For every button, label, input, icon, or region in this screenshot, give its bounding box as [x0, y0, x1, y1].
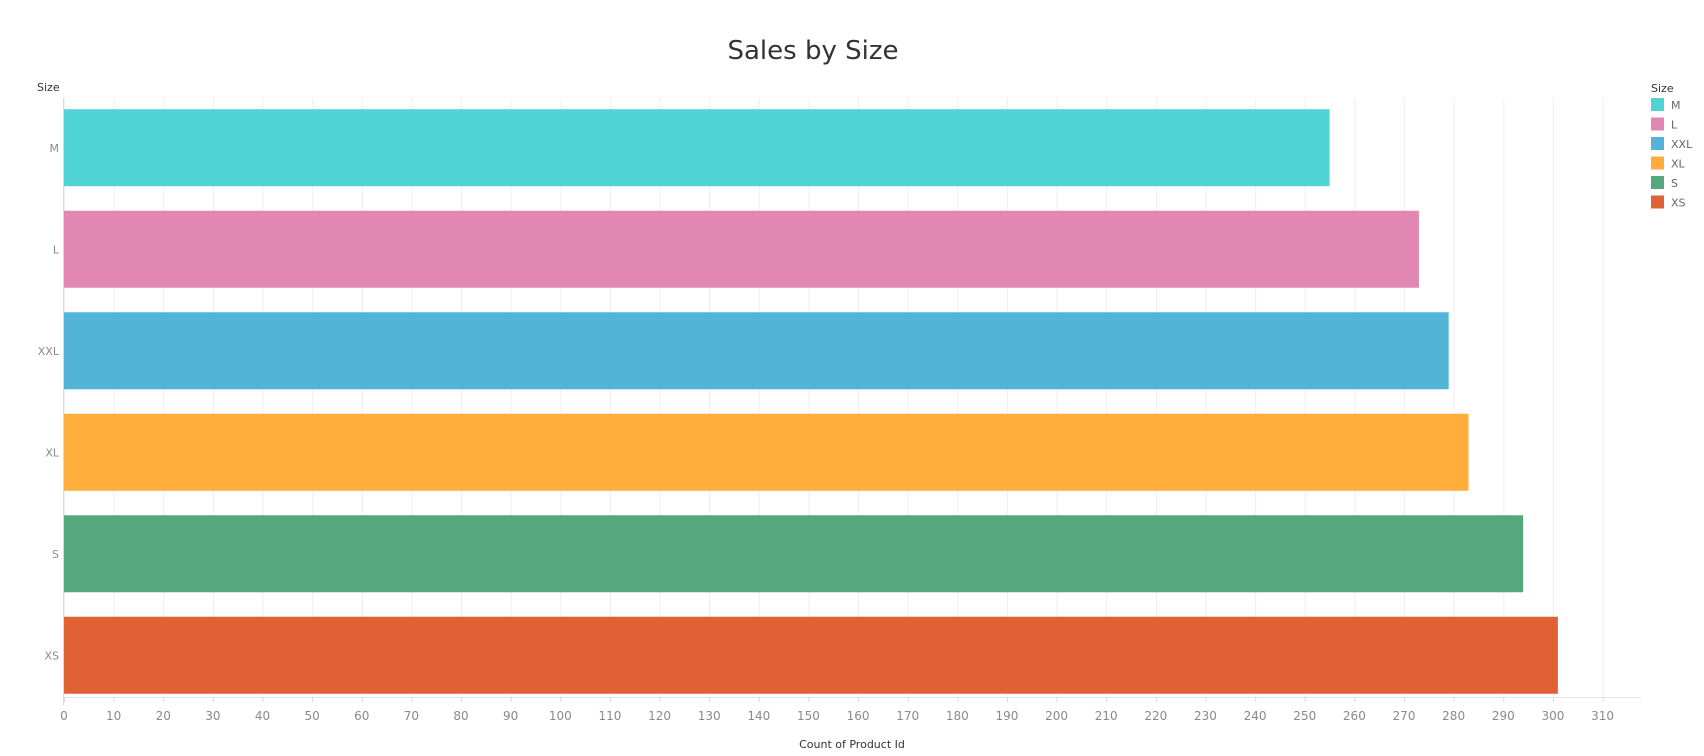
- legend-label-xxl: XXL: [1671, 138, 1693, 151]
- legend-swatch-l: [1651, 118, 1664, 131]
- legend-label-xs: XS: [1671, 197, 1686, 210]
- bar-s[interactable]: [64, 515, 1523, 592]
- x-tick-label: 150: [797, 709, 820, 723]
- x-tick-label: 60: [354, 709, 369, 723]
- legend-label-s: S: [1671, 177, 1678, 190]
- x-tick-label: 90: [503, 709, 518, 723]
- x-tick-label: 0: [60, 709, 68, 723]
- x-tick-label: 190: [996, 709, 1019, 723]
- x-tick-label: 10: [106, 709, 121, 723]
- x-tick-label: 250: [1293, 709, 1316, 723]
- y-axis-title: Size: [37, 81, 60, 94]
- x-tick-label: 230: [1194, 709, 1217, 723]
- x-tick-label: 310: [1591, 709, 1614, 723]
- x-tick-label: 20: [156, 709, 171, 723]
- x-tick-label: 130: [698, 709, 721, 723]
- chart-title: Sales by Size: [728, 36, 899, 66]
- legend-swatch-xs: [1651, 196, 1664, 209]
- x-tick-label: 200: [1045, 709, 1068, 723]
- category-label-xs: XS: [44, 649, 59, 662]
- x-tick-label: 180: [946, 709, 969, 723]
- x-tick-label: 40: [255, 709, 270, 723]
- x-tick-label: 120: [648, 709, 671, 723]
- x-tick-label: 70: [404, 709, 419, 723]
- x-tick-label: 240: [1244, 709, 1267, 723]
- category-label-l: L: [53, 243, 60, 256]
- x-tick-label: 220: [1144, 709, 1167, 723]
- x-tick-label: 290: [1492, 709, 1515, 723]
- x-tick-label: 170: [896, 709, 919, 723]
- x-tick-label: 160: [847, 709, 870, 723]
- x-tick-label: 100: [549, 709, 572, 723]
- category-labels: M L XXL XL S XS: [38, 142, 60, 663]
- category-label-s: S: [52, 548, 59, 561]
- bar-xl[interactable]: [64, 414, 1469, 491]
- x-tick-label: 110: [598, 709, 621, 723]
- bar-l[interactable]: [64, 211, 1419, 288]
- legend-items: ML XXL XL S XS: [1651, 98, 1693, 210]
- category-label-m: M: [50, 142, 60, 155]
- legend-swatch-xxl: [1651, 137, 1664, 150]
- category-label-xxl: XXL: [38, 345, 60, 358]
- bar-m[interactable]: [64, 109, 1330, 186]
- legend-swatch-m: [1651, 98, 1664, 111]
- bars: [64, 109, 1558, 694]
- x-tick-label: 300: [1541, 709, 1564, 723]
- x-tick-label: 140: [747, 709, 770, 723]
- legend[interactable]: Size ML XXL XL S XS: [1651, 82, 1693, 210]
- x-tick-label: 260: [1343, 709, 1366, 723]
- category-label-xl: XL: [45, 446, 60, 459]
- legend-label-l: L: [1671, 119, 1678, 132]
- legend-title: Size: [1651, 82, 1674, 95]
- legend-swatch-xl: [1651, 157, 1664, 170]
- x-tick-label: 270: [1393, 709, 1416, 723]
- x-tick-label: 80: [453, 709, 468, 723]
- legend-swatch-s: [1651, 176, 1664, 189]
- x-tick-labels: 0 10 20 30 40 50 60 70 80 90 100 110 120 130 140 150 160…: [60, 697, 1614, 723]
- legend-label-m: M: [1671, 99, 1681, 112]
- x-tick-label: 30: [205, 709, 220, 723]
- bar-xs[interactable]: [64, 617, 1558, 694]
- x-tick-label: 210: [1095, 709, 1118, 723]
- bar-xxl[interactable]: [64, 312, 1449, 389]
- x-axis-title: Count of Product Id: [799, 738, 905, 751]
- x-tick-label: 280: [1442, 709, 1465, 723]
- gridlines: [65, 98, 1604, 697]
- x-tick-label: 50: [305, 709, 320, 723]
- legend-label-xl: XL: [1671, 158, 1686, 171]
